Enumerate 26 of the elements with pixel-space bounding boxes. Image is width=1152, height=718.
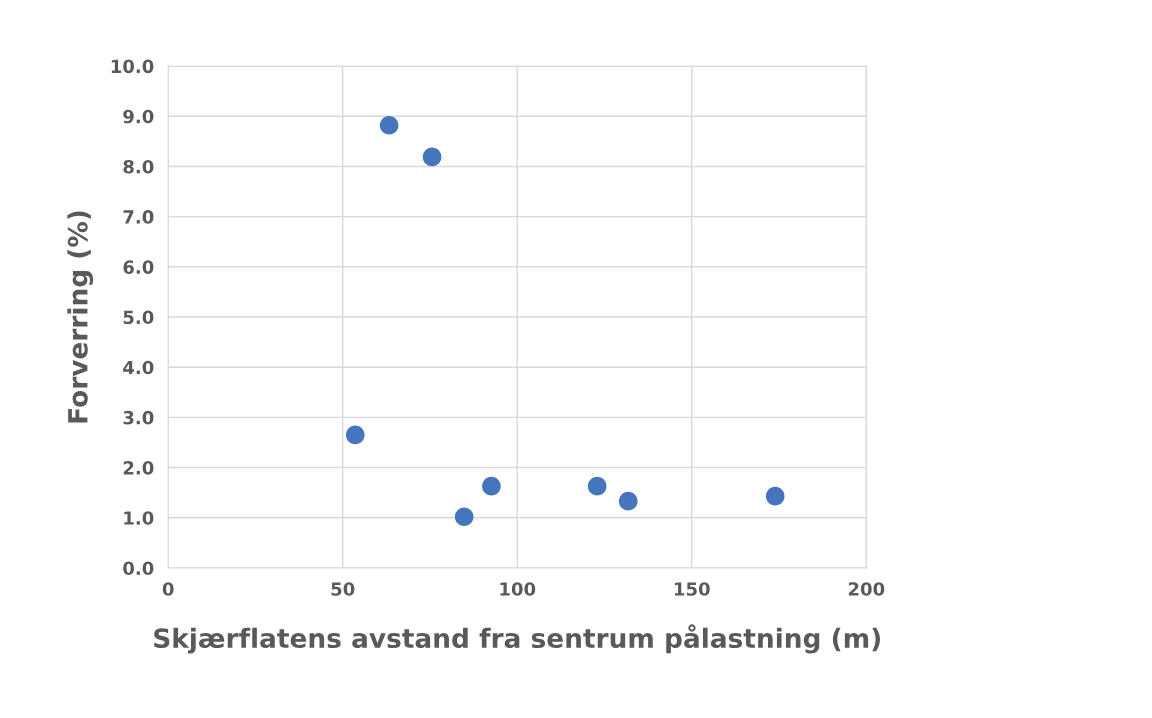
y-tick-label: 2.0 bbox=[123, 461, 154, 475]
x-tick-label: 200 bbox=[848, 582, 885, 596]
point bbox=[587, 476, 607, 496]
point bbox=[765, 486, 785, 506]
y-tick-label: 1.0 bbox=[124, 511, 154, 525]
y-tick-label: 7.0 bbox=[123, 210, 154, 224]
point bbox=[422, 147, 442, 167]
x-tick-label: 150 bbox=[674, 582, 710, 596]
point bbox=[379, 115, 399, 135]
x-axis-title: Skjærflatens avstand fra sentrum pålastning (m) bbox=[154, 624, 880, 654]
point bbox=[482, 476, 501, 496]
y-tick-label: 4.0 bbox=[123, 360, 154, 375]
y-tick-label: 9.0 bbox=[123, 109, 154, 124]
x-tick-label: 0 bbox=[162, 582, 174, 596]
y-tick-label: 3.0 bbox=[123, 410, 154, 425]
y-tick-label: 0.0 bbox=[123, 561, 154, 576]
point bbox=[618, 491, 638, 511]
point bbox=[345, 425, 365, 445]
y-tick-label: 5.0 bbox=[123, 310, 154, 325]
y-axis-title: Forverring (%) bbox=[67, 211, 94, 423]
y-tick-label: 8.0 bbox=[123, 159, 154, 174]
x-tick-label: 100 bbox=[500, 582, 536, 596]
y-tick-label: 6.0 bbox=[123, 260, 154, 274]
y-tick-label: 10.0 bbox=[111, 59, 154, 74]
point bbox=[454, 507, 474, 527]
x-tick-label: 50 bbox=[331, 582, 355, 596]
